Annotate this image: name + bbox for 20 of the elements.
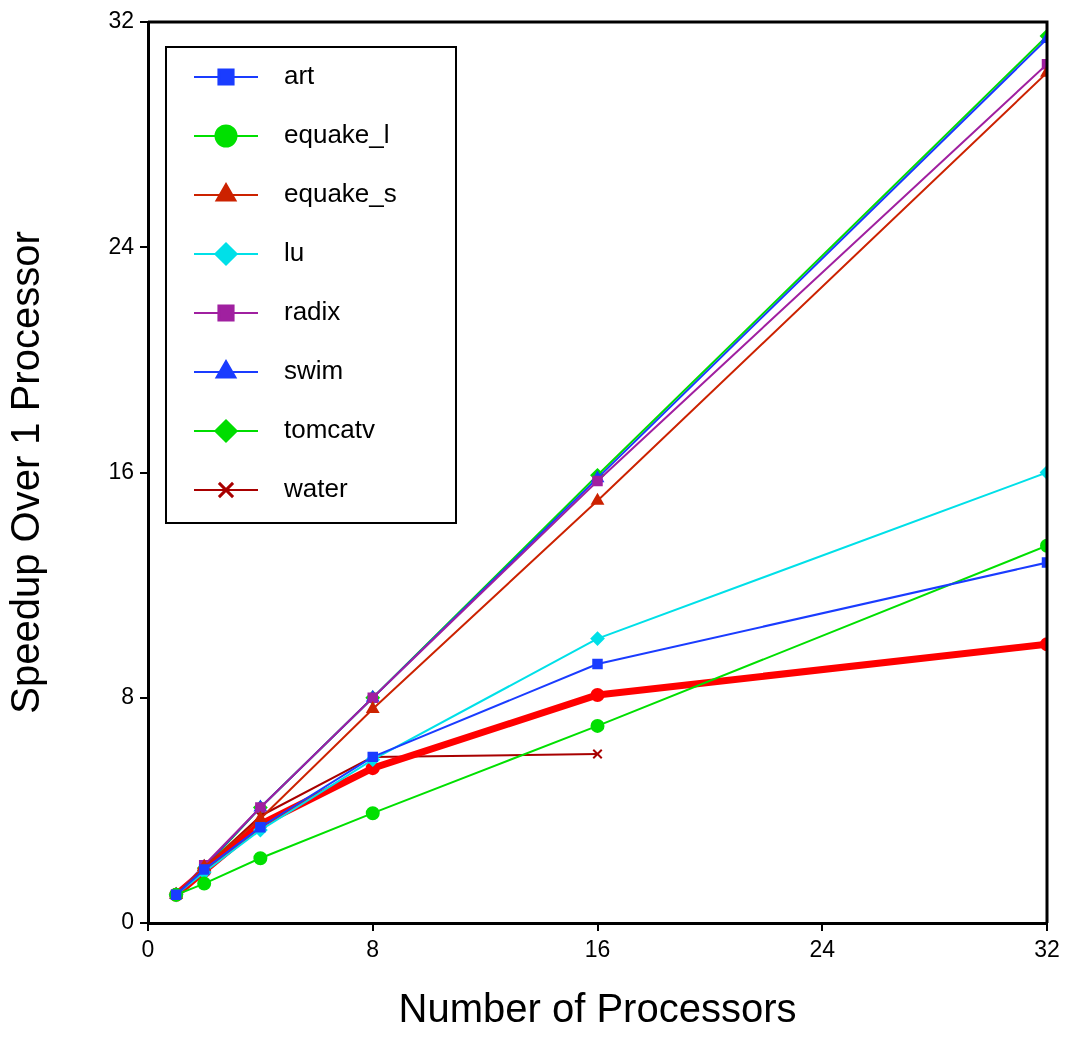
legend-label: radix <box>284 296 341 327</box>
legend-label: water <box>283 473 348 504</box>
legend-label: tomcatv <box>284 414 376 445</box>
legend-label: swim <box>284 355 344 386</box>
x-axis-title: Number of Processors <box>398 986 797 1031</box>
legend-label: equake_l <box>284 119 390 150</box>
legend-label: art <box>284 60 316 91</box>
y-tick-label: 16 <box>108 457 134 484</box>
x-tick-label: 16 <box>584 936 611 963</box>
y-axis-title: Speedup Over 1 Processor <box>3 231 48 714</box>
x-tick-label: 8 <box>366 936 380 963</box>
y-tick-label: 32 <box>108 7 134 34</box>
legend-label: lu <box>284 237 305 268</box>
x-tick-label: 0 <box>141 936 155 963</box>
y-tick-label: 0 <box>121 908 134 935</box>
legend-label: equake_s <box>284 178 397 209</box>
y-tick-label: 8 <box>121 683 134 710</box>
x-tick-label: 32 <box>1034 936 1060 963</box>
x-tick-label: 24 <box>809 936 836 963</box>
y-tick-label: 24 <box>108 232 135 259</box>
